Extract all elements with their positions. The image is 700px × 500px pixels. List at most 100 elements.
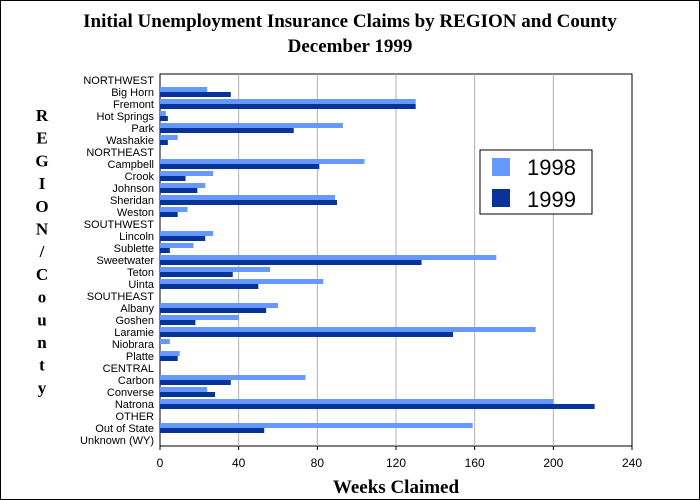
category-label: Teton (127, 267, 154, 279)
y-axis-label-char: n (37, 333, 47, 352)
bar-1998 (160, 423, 473, 428)
category-label: Goshen (115, 315, 154, 327)
category-label: Washakie (106, 135, 154, 147)
category-label: Johnson (112, 183, 154, 195)
bar-1999 (160, 260, 422, 265)
category-label: NORTHWEST (83, 75, 154, 87)
bar-1999 (160, 332, 454, 337)
bar-1999 (160, 188, 198, 193)
x-tick-label: 200 (543, 456, 563, 470)
category-label: Converse (107, 387, 154, 399)
category-label: Fremont (113, 99, 154, 111)
bar-1998 (160, 231, 214, 236)
y-axis-label-char: u (37, 310, 46, 329)
bar-1999 (160, 164, 320, 169)
category-label: SOUTHEAST (87, 291, 155, 303)
bar-1998 (160, 399, 554, 404)
y-axis-label-char: G (35, 151, 48, 170)
y-axis-label: REGION / County (35, 106, 48, 397)
y-axis-label-char: t (39, 356, 45, 375)
category-label: SOUTHWEST (84, 219, 155, 231)
category-label: Campbell (108, 159, 154, 171)
bar-1999 (160, 176, 186, 181)
bar-1999 (160, 404, 595, 409)
bar-1998 (160, 183, 206, 188)
category-label: Weston (117, 207, 154, 219)
bar-1999 (160, 320, 196, 325)
y-axis-label-char: O (35, 197, 48, 216)
category-label: Carbon (118, 375, 154, 387)
bar-1998 (160, 87, 208, 92)
bar-1999 (160, 248, 170, 253)
bar-1998 (160, 327, 536, 332)
x-axis-label: Weeks Claimed (333, 477, 460, 498)
bar-1999 (160, 428, 265, 433)
x-tick-label: 120 (386, 456, 406, 470)
bar-1998 (160, 279, 324, 284)
bar-1998 (160, 255, 497, 260)
bar-1998 (160, 99, 416, 104)
y-axis-label-char: R (36, 106, 49, 125)
category-label: Sublette (114, 243, 154, 255)
category-label: Park (131, 123, 154, 135)
category-label: Unknown (WY) (80, 435, 154, 447)
bar-1999 (160, 284, 259, 289)
bar-1999 (160, 200, 337, 205)
legend-swatch-1998 (492, 158, 510, 176)
bar-1998 (160, 195, 336, 200)
bar-1998 (160, 339, 170, 344)
x-tick-label: 160 (465, 456, 485, 470)
category-label: Niobrara (112, 339, 155, 351)
bar-1998 (160, 135, 178, 140)
y-axis-label-char: I (39, 174, 46, 193)
y-axis-label-char: / (39, 242, 45, 261)
y-axis-label-char: N (36, 220, 49, 239)
legend: 1998 1999 (479, 149, 593, 215)
category-label: Uinta (128, 279, 155, 291)
legend-label-1999: 1999 (527, 187, 576, 212)
bars-group (160, 87, 595, 433)
y-axis-label-char: y (38, 378, 47, 397)
bar-1998 (160, 387, 208, 392)
bar-1999 (160, 212, 178, 217)
legend-swatch-1999 (492, 189, 510, 207)
x-tick-label: 40 (232, 456, 246, 470)
bar-1999 (160, 140, 168, 145)
bar-1998 (160, 123, 343, 128)
bar-1998 (160, 375, 306, 380)
bar-1998 (160, 159, 365, 164)
bar-1998 (160, 315, 239, 320)
bar-1999 (160, 92, 231, 97)
y-axis-label-char: E (36, 129, 47, 148)
category-label: Laramie (114, 327, 154, 339)
y-axis-label-char: o (38, 288, 47, 307)
category-label: Sweetwater (97, 255, 155, 267)
bar-1999 (160, 116, 168, 121)
bar-1999 (160, 104, 416, 109)
bar-1998 (160, 243, 194, 248)
category-label: Natrona (115, 399, 155, 411)
x-tick-label: 240 (622, 456, 642, 470)
x-ticks: 0 40 80 120 160 200 240 (157, 446, 642, 470)
bar-1999 (160, 380, 231, 385)
category-label: Platte (126, 351, 154, 363)
legend-label-1998: 1998 (527, 155, 576, 180)
category-label: Albany (120, 303, 154, 315)
bar-1998 (160, 207, 188, 212)
bar-1999 (160, 308, 267, 313)
bar-1999 (160, 392, 216, 397)
category-label: Crook (125, 171, 155, 183)
bar-1998 (160, 111, 166, 116)
bar-1999 (160, 236, 206, 241)
bar-1998 (160, 267, 271, 272)
chart-title: Initial Unemployment Insurance Claims by… (83, 11, 617, 32)
bar-1999 (160, 272, 233, 277)
bar-1998 (160, 351, 180, 356)
bar-1998 (160, 171, 214, 176)
category-label: Sheridan (110, 195, 154, 207)
category-label: NORTHEAST (86, 147, 154, 159)
bar-1998 (160, 303, 278, 308)
bar-1999 (160, 356, 178, 361)
